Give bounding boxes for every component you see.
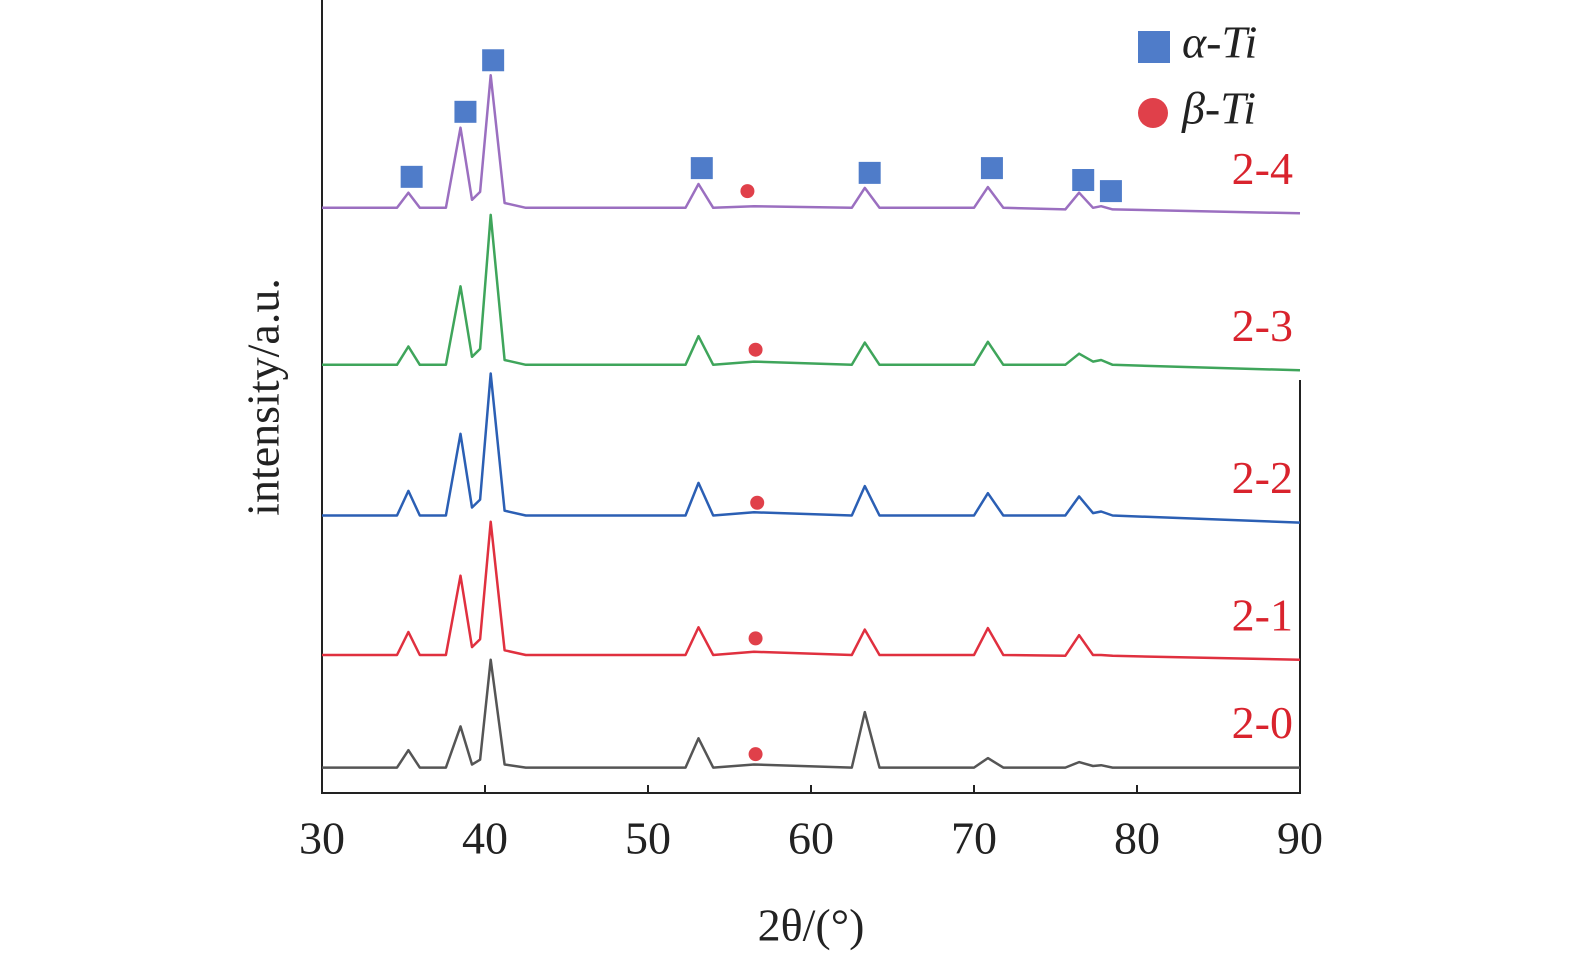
beta-marker	[748, 342, 763, 357]
alpha-marker	[482, 49, 505, 72]
beta-marker	[740, 184, 755, 199]
series-label: 2-2	[1232, 452, 1293, 503]
x-tick-label: 60	[788, 813, 834, 864]
x-tick-label: 90	[1277, 813, 1323, 864]
series-label: 2-1	[1232, 589, 1293, 640]
x-tick-label: 40	[462, 813, 508, 864]
alpha-marker	[858, 161, 881, 184]
x-tick-label: 70	[951, 813, 997, 864]
series-label: 2-0	[1232, 697, 1293, 748]
x-tick-label: 30	[299, 813, 345, 864]
beta-marker	[750, 495, 765, 510]
x-axis-label: 2θ/(°)	[758, 900, 865, 951]
xrd-line	[322, 520, 1301, 662]
series-label: 2-3	[1232, 300, 1293, 351]
xrd-line	[322, 372, 1301, 524]
legend-label: β-Ti	[1181, 83, 1256, 134]
alpha-marker	[690, 157, 713, 180]
xrd-line	[322, 658, 1300, 769]
beta-marker	[748, 631, 763, 646]
beta-marker	[748, 747, 763, 762]
xrd-line	[322, 213, 1301, 372]
alpha-marker	[980, 157, 1003, 180]
legend-symbol	[1138, 31, 1170, 63]
x-tick-label: 50	[625, 813, 671, 864]
alpha-marker	[1099, 180, 1122, 203]
xrd-line	[322, 74, 1301, 215]
legend-label: α-Ti	[1182, 17, 1257, 68]
series-label: 2-4	[1232, 143, 1293, 194]
y-axis-label: intensity/a.u.	[238, 278, 289, 516]
alpha-marker	[1072, 169, 1095, 192]
alpha-marker	[454, 100, 477, 123]
legend-symbol	[1138, 98, 1168, 128]
alpha-marker	[400, 165, 423, 188]
x-tick-label: 80	[1114, 813, 1160, 864]
